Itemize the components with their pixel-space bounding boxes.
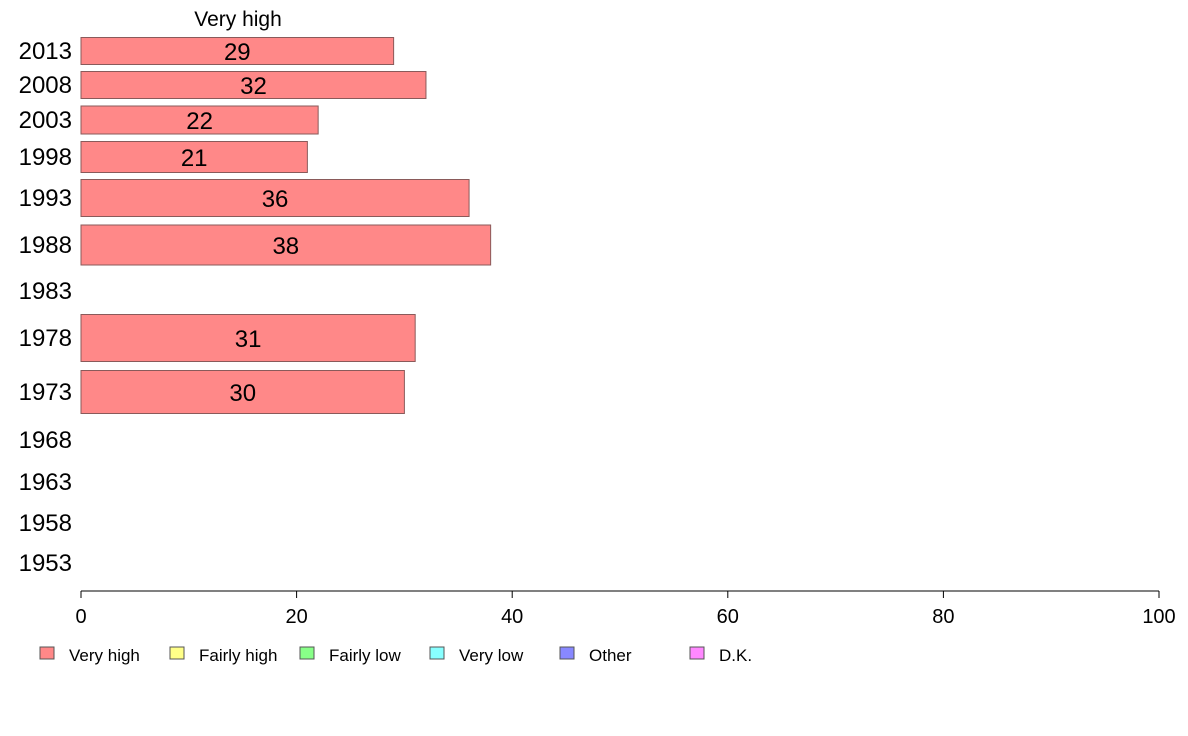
- category-label: 1973: [19, 379, 72, 406]
- legend-label: Other: [589, 646, 632, 665]
- bar: [80, 141, 308, 173]
- bar-value-label: 30: [229, 380, 256, 407]
- legend-label: D.K.: [719, 646, 752, 665]
- category-label: 1953: [19, 550, 72, 577]
- bar: [80, 105, 319, 135]
- bar-value-label: 21: [181, 145, 208, 172]
- bar: [80, 224, 492, 266]
- legend-label: Fairly low: [329, 646, 402, 665]
- bar-value-label: 38: [272, 233, 299, 260]
- bar-value-label: 32: [240, 73, 267, 100]
- x-tick-label: 40: [501, 606, 523, 628]
- bar: [80, 71, 427, 99]
- category-label: 1998: [19, 144, 72, 171]
- x-axis: 0 20 40 60 80 100: [75, 590, 1176, 628]
- legend-swatch: [169, 646, 185, 660]
- bar-value-label: 36: [262, 186, 289, 213]
- bar-value-label: 31: [235, 326, 262, 353]
- category-label: 1983: [19, 278, 72, 305]
- category-label: 2013: [19, 38, 72, 65]
- category-label: 1993: [19, 185, 72, 212]
- category-label: 1968: [19, 427, 72, 454]
- legend-label: Fairly high: [199, 646, 277, 665]
- legend: Very high Fairly high Fairly low Very low Ot…: [39, 646, 752, 665]
- category-label: 1988: [19, 232, 72, 259]
- legend-swatch: [299, 646, 315, 660]
- x-tick-label: 20: [285, 606, 307, 628]
- legend-label: Very low: [459, 646, 524, 665]
- category-label: 2008: [19, 72, 72, 99]
- legend-swatch: [689, 646, 705, 660]
- legend-label: Very high: [69, 646, 140, 665]
- series-header-label: Very high: [194, 8, 282, 31]
- bar: [80, 179, 470, 217]
- bar: [80, 370, 405, 414]
- category-label: 1978: [19, 325, 72, 352]
- x-tick-label: 80: [932, 606, 954, 628]
- category-label: 2003: [19, 107, 72, 134]
- category-labels: 2013 2008 2003 1998 1993 1988 1983 1978 1973 1968…: [19, 38, 72, 577]
- category-label: 1963: [19, 469, 72, 496]
- bar-value-label: 29: [224, 39, 251, 66]
- legend-swatch: [429, 646, 445, 660]
- category-label: 1958: [19, 510, 72, 537]
- bar: [80, 37, 395, 65]
- bar-value-label: 22: [186, 108, 213, 135]
- x-tick-label: 0: [75, 606, 86, 628]
- legend-swatch: [559, 646, 575, 660]
- bars-group: 29 32 22 21 36 38 31 30: [80, 37, 492, 414]
- bar: [80, 314, 416, 362]
- legend-swatch: [39, 646, 55, 660]
- x-tick-label: 60: [717, 606, 739, 628]
- x-tick-label: 100: [1142, 606, 1175, 628]
